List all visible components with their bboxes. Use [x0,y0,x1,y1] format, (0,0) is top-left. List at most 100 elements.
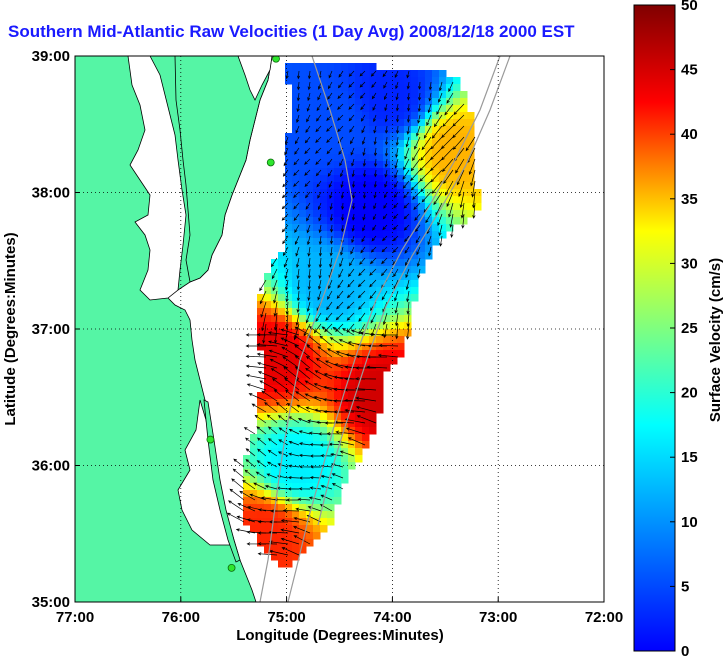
speed-cell [327,406,335,414]
speed-cell [460,217,468,225]
speed-cell [292,315,300,323]
speed-cell [362,294,370,302]
velocity-arrow [272,279,278,292]
velocity-arrow [335,430,355,435]
speed-cell [313,210,321,218]
speed-cell [292,147,300,155]
speed-cell [257,308,265,316]
speed-cell [376,105,384,113]
speed-cell [397,245,405,253]
speed-cell [327,329,335,337]
speed-cell [278,280,286,288]
velocity-arrow [438,92,443,103]
speed-cell [278,378,286,386]
speed-cell [264,350,272,358]
velocity-arrow [359,257,366,265]
velocity-arrow [378,343,399,348]
speed-cell [257,392,265,400]
speed-cell [341,231,349,239]
speed-cell [383,350,391,358]
velocity-arrow [373,169,378,178]
speed-cell [369,231,377,239]
speed-cell [306,455,314,463]
speed-cell [348,259,356,267]
velocity-arrow [273,290,278,304]
velocity-arrow [294,224,300,233]
speed-cell [390,273,398,281]
velocity-arrow [393,268,399,278]
speed-cell [278,364,286,372]
speed-cell [369,203,377,211]
speed-cell [327,175,335,183]
speed-cell [320,140,328,148]
velocity-arrow [256,460,267,468]
velocity-arrow [306,344,322,358]
speed-cell [299,91,307,99]
velocity-arrow [297,497,311,501]
speed-cell [285,385,293,393]
velocity-arrow [280,337,300,347]
velocity-arrow [361,114,366,122]
speed-cell [292,217,300,225]
speed-cell [397,238,405,246]
speed-cell [292,210,300,218]
speed-cell [467,189,475,197]
velocity-arrow [294,136,300,145]
speed-cell [376,252,384,260]
speed-cell [278,287,286,295]
speed-cell [411,280,419,288]
velocity-arrow [431,125,443,139]
speed-cell [327,364,335,372]
speed-cell [313,364,321,372]
speed-cell [264,315,272,323]
speed-cell [313,112,321,120]
speed-cell [418,266,426,274]
speed-cell [334,84,342,92]
speed-cell [299,322,307,330]
velocity-arrow [260,301,267,318]
velocity-arrow [428,92,432,102]
speed-cell [278,441,286,449]
velocity-arrow [427,103,432,114]
speed-cell [292,385,300,393]
speed-cell [320,84,328,92]
speed-cell [404,287,412,295]
velocity-arrow [326,125,333,132]
speed-cell [418,182,426,190]
speed-cell [271,546,279,554]
velocity-arrow [348,103,355,110]
velocity-arrow [305,406,322,413]
velocity-arrow [383,81,388,89]
speed-cell [327,140,335,148]
velocity-arrow [384,158,388,168]
speed-cell [383,329,391,337]
speed-cell [348,168,356,176]
speed-cell [418,217,426,225]
speed-cell [299,497,307,505]
speed-cell [285,343,293,351]
speed-cell [362,119,370,127]
speed-cell [355,91,363,99]
speed-cell [369,161,377,169]
speed-cell [299,546,307,554]
velocity-arrow [293,202,300,210]
velocity-arrow [373,191,377,199]
speed-cell [334,455,342,463]
speed-cell [439,70,447,78]
velocity-arrow [346,290,355,299]
speed-cell [390,133,398,141]
speed-cell [390,112,398,120]
velocity-arrow [327,158,333,166]
speed-cell [257,315,265,323]
speed-cell [285,546,293,554]
velocity-arrow [282,180,289,188]
velocity-arrow [308,496,322,501]
speed-cell [383,224,391,232]
speed-cell [320,126,328,134]
speed-cell [306,217,314,225]
velocity-arrow [245,437,256,446]
speed-cell [383,287,391,295]
speed-cell [306,483,314,491]
speed-cell [278,294,286,302]
velocity-arrow [393,202,399,209]
